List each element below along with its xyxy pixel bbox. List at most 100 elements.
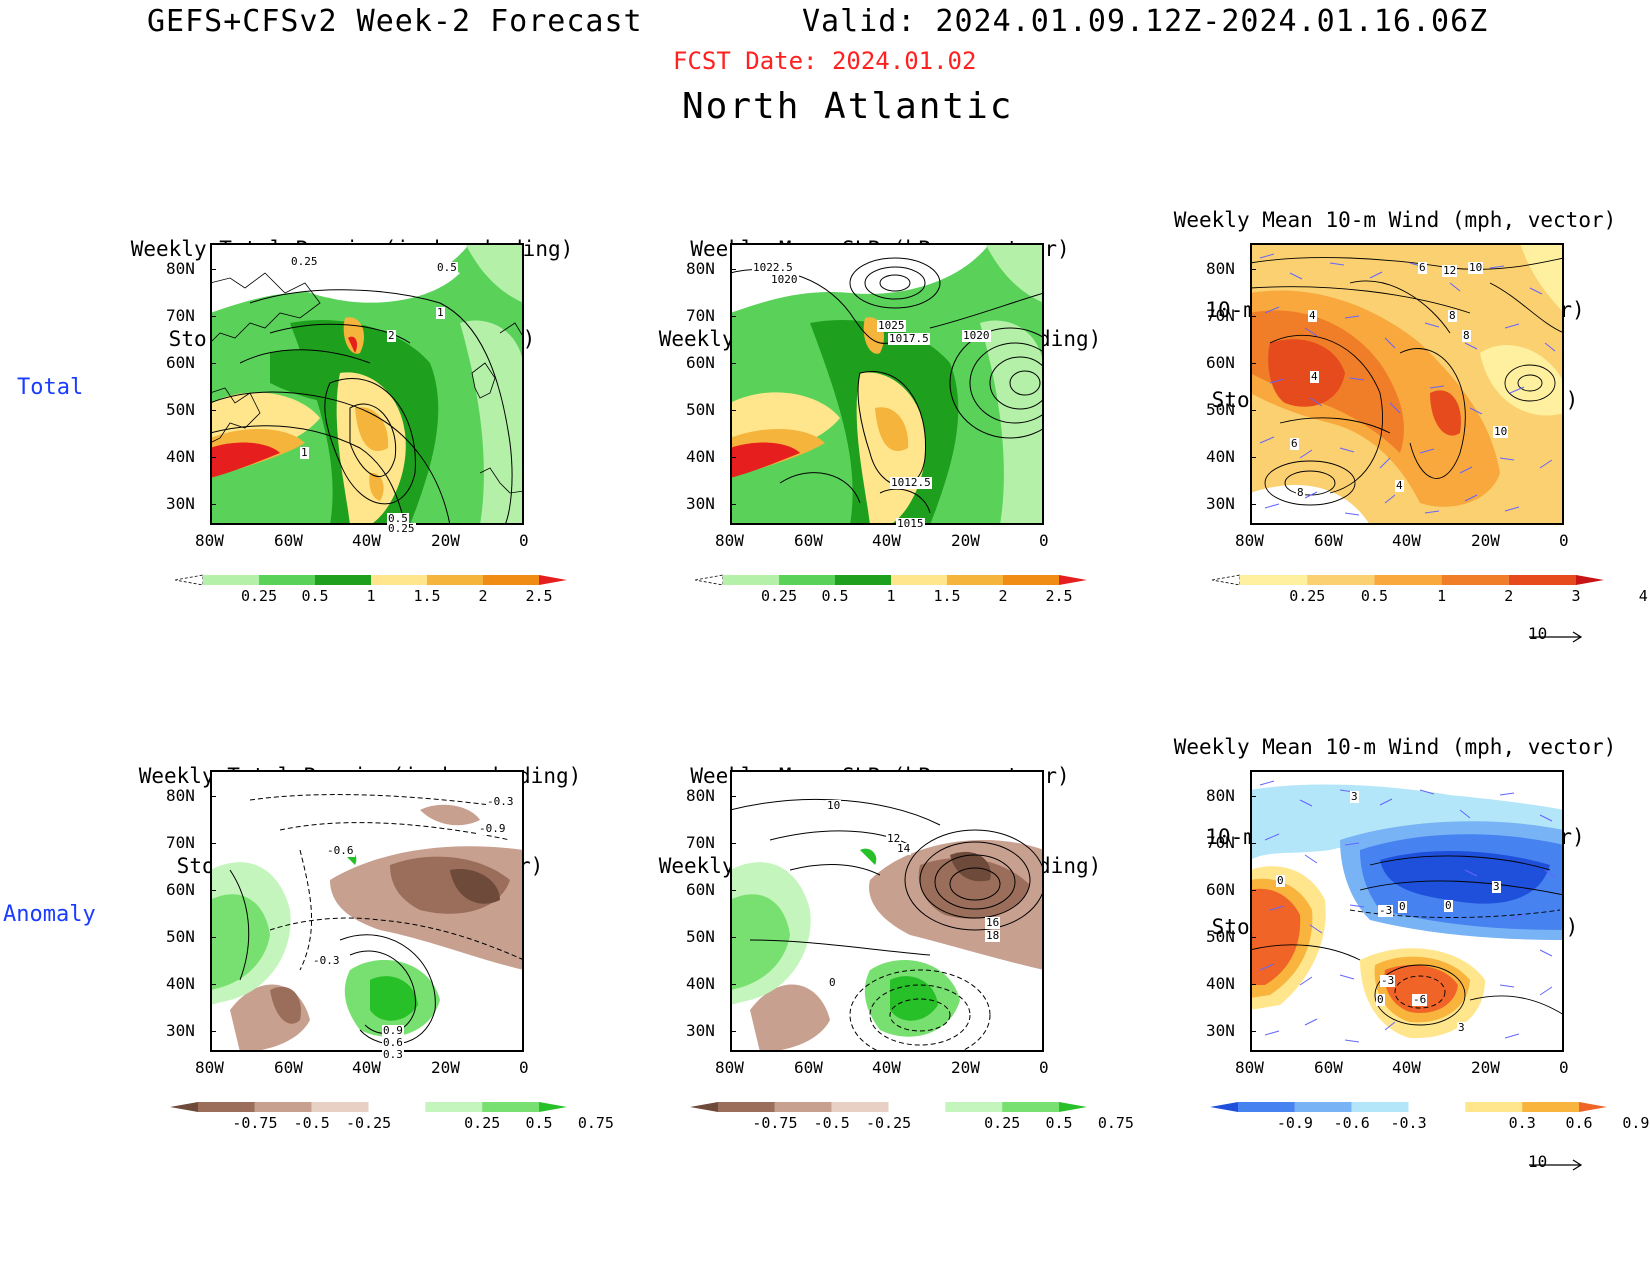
- colorbar-label: 0.25: [761, 587, 798, 605]
- lat-tick-mark: [730, 843, 736, 844]
- colorbar-segment: [1522, 1102, 1579, 1112]
- contour-label: -3: [1380, 974, 1396, 987]
- lat-tick-label: 50N: [1206, 927, 1235, 946]
- colorbar: [175, 574, 567, 586]
- region-title: North Atlantic: [682, 86, 1014, 127]
- contour-label: 0.5: [387, 512, 409, 525]
- lat-tick-label: 70N: [1206, 833, 1235, 852]
- wind-vectors: [1259, 253, 1556, 516]
- colorbar-label: -0.3: [1390, 1114, 1427, 1132]
- colorbar-label: 0.3: [1508, 1114, 1536, 1132]
- panel-title-line: Weekly Mean 10-m Wind (mph, vector): [1173, 735, 1617, 759]
- contour-label: -6: [1412, 993, 1428, 1006]
- lat-tick-label: 80N: [166, 786, 195, 805]
- lat-tick-label: 50N: [166, 400, 195, 419]
- colorbar-label: 0.5: [301, 587, 329, 605]
- colorbar-segment: [1294, 1102, 1352, 1112]
- colorbar-end: [1059, 1102, 1087, 1112]
- lon-tick-label: 0: [1559, 1058, 1569, 1077]
- lat-tick-label: 70N: [166, 833, 195, 852]
- lat-tick-label: 50N: [1206, 400, 1235, 419]
- colorbar-label: -0.25: [866, 1114, 912, 1132]
- contour-label: 3: [1492, 880, 1501, 893]
- lat-tick-mark: [210, 457, 216, 458]
- lat-tick-mark: [730, 457, 736, 458]
- lat-tick-label: 40N: [1206, 447, 1235, 466]
- chart-title: GEFS+CFSv2 Week-2 Forecast: [147, 4, 643, 39]
- lon-tick-label: 60W: [794, 531, 823, 550]
- wind-vectors: [1259, 780, 1556, 1043]
- colorbar-label: 1: [366, 587, 376, 605]
- lon-tick-label: 0: [519, 1058, 529, 1077]
- colorbar-label: 2: [998, 587, 1008, 605]
- contour-label: 8: [1296, 486, 1305, 499]
- colorbar-label: 4: [1638, 587, 1648, 605]
- contour-label: 0: [1276, 874, 1285, 887]
- contour-label: -0.3: [486, 795, 515, 808]
- lon-tick-label: 40W: [352, 1058, 381, 1077]
- lon-tick-label: 40W: [872, 531, 901, 550]
- contour-label: 0: [1444, 899, 1453, 912]
- lat-tick-label: 30N: [1206, 494, 1235, 513]
- contour-label: 16: [985, 916, 1001, 929]
- contour-label: 1012.5: [890, 476, 932, 489]
- forecast-date: FCST Date: 2024.01.02: [673, 47, 977, 75]
- lon-tick-label: 20W: [431, 1058, 460, 1077]
- lat-tick-label: 60N: [166, 880, 195, 899]
- lat-tick-mark: [730, 984, 736, 985]
- colorbar-label: 3: [1571, 587, 1581, 605]
- lat-tick-label: 60N: [1206, 353, 1235, 372]
- lat-tick-mark: [1250, 984, 1256, 985]
- lon-tick-label: 40W: [1392, 531, 1421, 550]
- colorbar-end: [175, 574, 204, 586]
- colorbar-label: 2: [1504, 587, 1514, 605]
- lat-tick-label: 40N: [1206, 974, 1235, 993]
- lat-tick-mark: [730, 363, 736, 364]
- lon-tick-label: 20W: [1471, 1058, 1500, 1077]
- lat-tick-label: 30N: [1206, 1021, 1235, 1040]
- lat-tick-label: 60N: [1206, 880, 1235, 899]
- lat-tick-label: 60N: [166, 353, 195, 372]
- colorbar-label: -0.75: [232, 1114, 278, 1132]
- colorbar-label: 2.5: [525, 587, 553, 605]
- colorbar-end: [1210, 1102, 1238, 1112]
- lat-tick-mark: [730, 316, 736, 317]
- colorbar-segment: [1238, 1102, 1295, 1112]
- colorbar-segment: [947, 575, 1003, 585]
- lat-tick-mark: [1250, 316, 1256, 317]
- lon-tick-label: 20W: [951, 1058, 980, 1077]
- lon-tick-label: 0: [1039, 531, 1049, 550]
- colorbar-segment: [203, 575, 259, 585]
- lat-tick-mark: [1250, 269, 1256, 270]
- colorbar-label: 0.25: [464, 1114, 501, 1132]
- colorbar-label: 0.25: [241, 587, 278, 605]
- lat-tick-mark: [1250, 410, 1256, 411]
- colorbar-label: 1.5: [413, 587, 441, 605]
- lat-tick-mark: [210, 843, 216, 844]
- contour-label: 3: [1350, 790, 1359, 803]
- colorbar-segment: [1351, 1102, 1409, 1112]
- lat-tick-label: 80N: [686, 786, 715, 805]
- colorbar-segment: [427, 575, 483, 585]
- colorbar-label: 0.75: [1097, 1114, 1134, 1132]
- contour-label: 1015: [896, 517, 925, 530]
- lat-tick-mark: [210, 269, 216, 270]
- vector-reference-label: 10: [1528, 1152, 1548, 1171]
- lat-tick-mark: [210, 984, 216, 985]
- contour-label: 0.9: [382, 1024, 404, 1037]
- colorbar-label: 0.6: [1565, 1114, 1593, 1132]
- contour-label: 10: [826, 799, 842, 812]
- contour-label: 10: [1493, 425, 1509, 438]
- contour-label: 0.5: [436, 261, 458, 274]
- lon-tick-label: 0: [1559, 531, 1569, 550]
- valid-period: Valid: 2024.01.09.12Z-2024.01.16.06Z: [802, 4, 1489, 39]
- lat-tick-label: 30N: [686, 494, 715, 513]
- contour-label: 1: [436, 306, 445, 319]
- colorbar-label: -0.9: [1276, 1114, 1313, 1132]
- contour-label: 1022.5: [752, 261, 794, 274]
- lat-tick-mark: [210, 1031, 216, 1032]
- lat-tick-mark: [730, 796, 736, 797]
- lat-tick-label: 40N: [686, 447, 715, 466]
- colorbar-end: [170, 1102, 198, 1112]
- map-precip-total: [210, 243, 524, 525]
